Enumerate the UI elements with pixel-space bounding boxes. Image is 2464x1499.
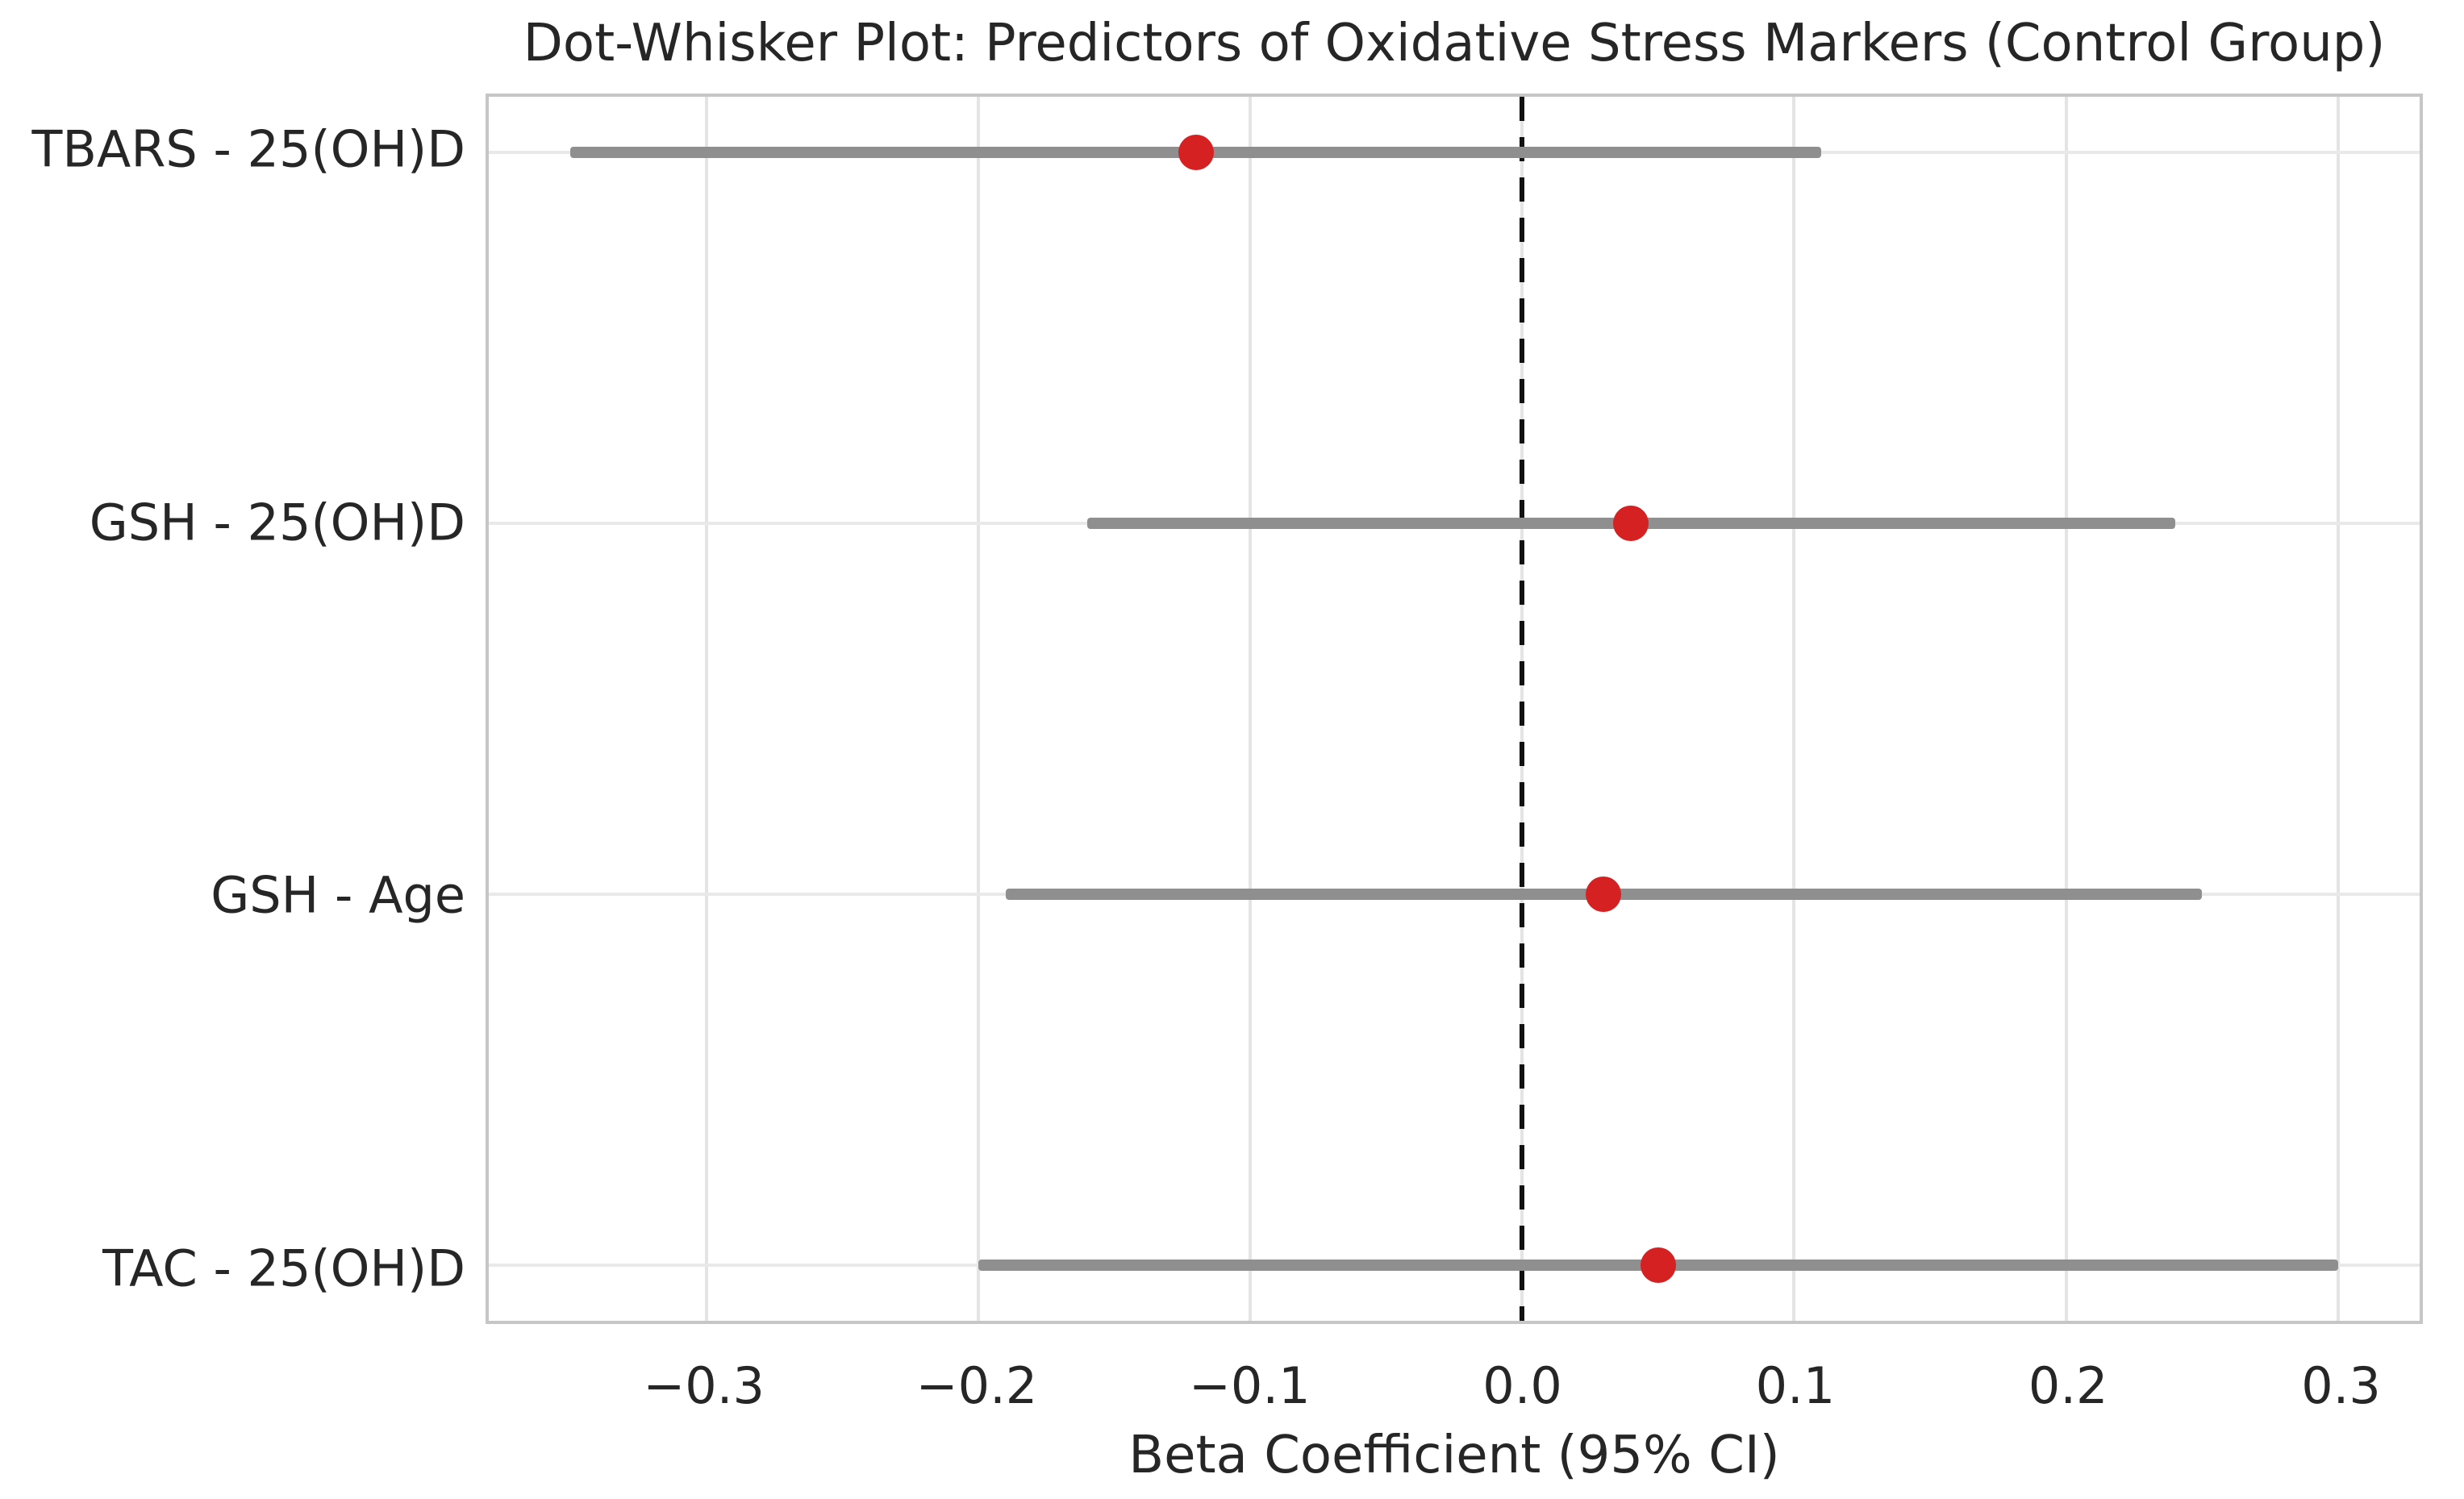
x-tick-label: 0.0 xyxy=(1482,1356,1562,1415)
x-gridline xyxy=(976,97,980,1321)
x-gridline xyxy=(1249,97,1253,1321)
x-gridline xyxy=(1792,97,1796,1321)
y-tick-label: GSH - 25(OH)D xyxy=(89,493,465,552)
x-tick-label: −0.3 xyxy=(643,1356,765,1415)
x-tick-label: 0.3 xyxy=(2301,1356,2381,1415)
y-tick-label: TBARS - 25(OH)D xyxy=(31,119,465,179)
x-tick-label: 0.1 xyxy=(1755,1356,1836,1415)
x-tick-label: 0.2 xyxy=(2028,1356,2108,1415)
y-tick-label: TAC - 25(OH)D xyxy=(102,1239,465,1298)
beta-dot xyxy=(1178,135,1214,170)
x-gridline xyxy=(2064,97,2068,1321)
x-gridline xyxy=(704,97,708,1321)
zero-reference-line xyxy=(1520,97,1525,1321)
x-gridline xyxy=(2336,97,2340,1321)
plot-area xyxy=(486,94,2423,1324)
beta-dot xyxy=(1613,506,1649,541)
beta-dot xyxy=(1586,876,1622,912)
beta-dot xyxy=(1640,1247,1676,1283)
chart-title: Dot-Whisker Plot: Predictors of Oxidativ… xyxy=(523,14,2386,73)
y-tick-label: GSH - Age xyxy=(211,865,465,925)
x-tick-label: −0.2 xyxy=(915,1356,1038,1415)
x-tick-label: −0.1 xyxy=(1188,1356,1311,1415)
x-axis-label: Beta Coefficient (95% CI) xyxy=(1128,1426,1780,1485)
